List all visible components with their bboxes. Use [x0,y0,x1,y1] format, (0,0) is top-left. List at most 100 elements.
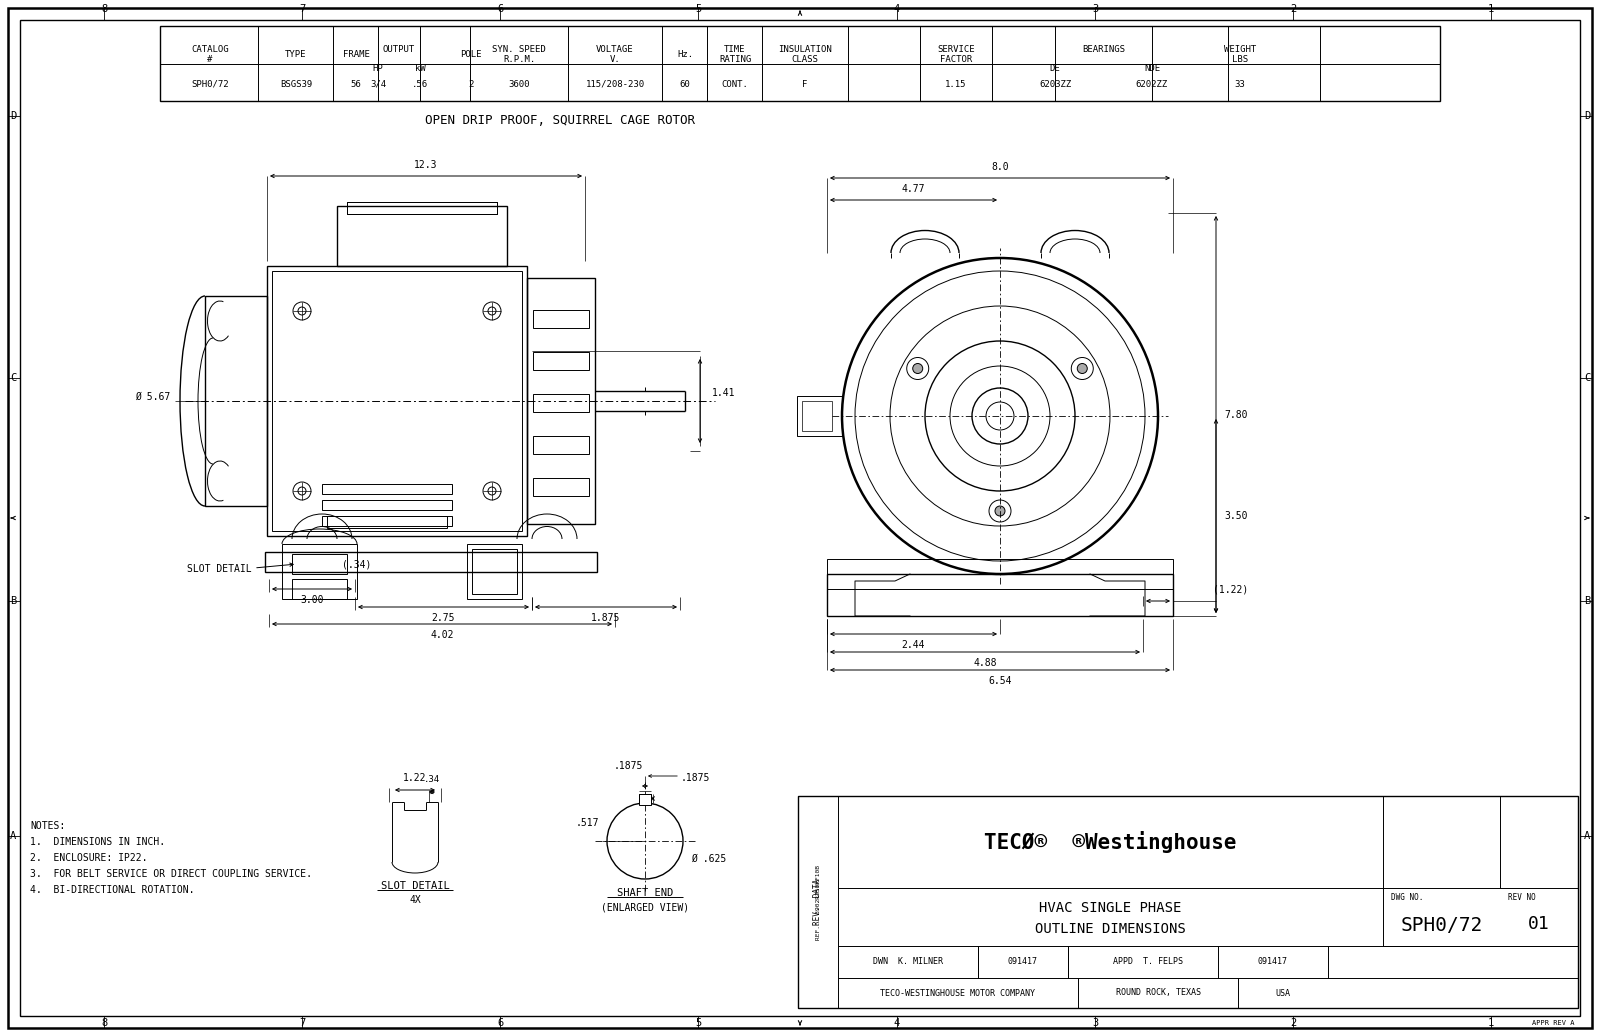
Text: NOTES:: NOTES: [30,821,66,831]
Text: D: D [10,111,16,121]
Text: Ø 5.67: Ø 5.67 [134,392,170,402]
Text: 12.3: 12.3 [414,160,438,170]
Text: 1.875: 1.875 [592,613,621,623]
Bar [205,296,267,506]
Text: 7: 7 [299,4,306,15]
Bar [472,549,517,594]
Text: POLE: POLE [461,50,482,58]
Bar [798,796,838,1008]
Text: 1.22: 1.22 [403,773,427,783]
Text: Ø .625: Ø .625 [691,854,726,864]
Text: F: F [802,80,808,88]
Text: 7.80: 7.80 [1224,409,1248,420]
Text: CATALOG: CATALOG [190,45,229,54]
Text: .34: .34 [424,776,440,784]
Text: TECØ®  ®Westinghouse: TECØ® ®Westinghouse [984,831,1237,853]
Text: 115/208-230: 115/208-230 [586,80,645,88]
Text: .56: .56 [411,80,429,88]
Text: 3: 3 [1091,1018,1098,1028]
Bar [272,271,522,531]
Bar [827,559,1173,589]
Text: C: C [1584,373,1590,383]
Text: 3/4: 3/4 [370,80,386,88]
Text: SPH0/72: SPH0/72 [1400,916,1483,936]
Text: A: A [1584,831,1590,841]
Text: D: D [1584,111,1590,121]
Text: TYPE: TYPE [285,50,307,58]
Text: OPEN DRIP PROOF, SQUIRREL CAGE ROTOR: OPEN DRIP PROOF, SQUIRREL CAGE ROTOR [426,114,694,126]
Text: DWN  K. MILNER: DWN K. MILNER [874,957,942,967]
Text: DE: DE [1050,63,1061,73]
Text: B: B [10,596,16,606]
Text: R.P.M.: R.P.M. [502,55,534,63]
Text: 2: 2 [1290,1018,1296,1028]
Text: 2: 2 [1290,4,1296,15]
Text: 01: 01 [1528,915,1550,933]
Text: kW: kW [414,63,426,73]
Text: .1875: .1875 [614,761,643,771]
Text: V.: V. [610,55,621,63]
Text: (.34): (.34) [342,559,371,569]
Text: SHAFT END: SHAFT END [618,888,674,898]
Text: APPR REV A: APPR REV A [1533,1020,1574,1026]
Text: 4: 4 [894,1018,901,1028]
Text: 3.  FOR BELT SERVICE OR DIRECT COUPLING SERVICE.: 3. FOR BELT SERVICE OR DIRECT COUPLING S… [30,869,312,879]
Text: REV NO: REV NO [1507,893,1536,902]
Bar [322,516,453,526]
Text: 7: 7 [299,1018,306,1028]
Text: SLOT DETAIL: SLOT DETAIL [187,564,253,574]
Text: 56: 56 [350,80,362,88]
Bar [266,552,597,572]
Text: HVAC SINGLE PHASE: HVAC SINGLE PHASE [1040,901,1182,915]
Bar [267,266,526,536]
Text: 1.15: 1.15 [946,80,966,88]
Text: 4X: 4X [410,895,421,905]
Text: .1875: .1875 [682,773,710,783]
Text: 5: 5 [694,4,701,15]
Text: 2: 2 [469,80,474,88]
Text: 4: 4 [894,4,901,15]
Bar [533,352,589,370]
Text: 8: 8 [101,1018,107,1028]
Bar [467,544,522,599]
Text: TIME: TIME [725,45,746,54]
Bar [293,554,347,574]
Bar [526,278,595,524]
Text: INSULATION: INSULATION [778,45,832,54]
Bar [533,310,589,328]
Text: 4.77: 4.77 [902,184,925,194]
Bar [282,544,357,599]
Text: LBS: LBS [1232,55,1248,63]
Bar [638,794,651,805]
Text: 6: 6 [498,1018,502,1028]
Text: 3600: 3600 [509,80,530,88]
Text: FRAME: FRAME [342,50,370,58]
Text: SLOT DETAIL: SLOT DETAIL [381,881,450,891]
Text: ROUND ROCK, TEXAS: ROUND ROCK, TEXAS [1115,988,1200,998]
Bar [347,202,498,214]
Text: CLASS: CLASS [792,55,819,63]
Text: 4.02: 4.02 [430,630,454,640]
Text: 1: 1 [1488,4,1494,15]
Bar [347,202,498,214]
Text: 3.00: 3.00 [301,595,323,605]
Text: 4.  BI-DIRECTIONAL ROTATION.: 4. BI-DIRECTIONAL ROTATION. [30,885,195,895]
Text: BEARINGS: BEARINGS [1083,45,1125,54]
Text: SERVICE: SERVICE [938,45,974,54]
Bar [533,436,589,454]
Bar [338,206,507,266]
Text: 60: 60 [680,80,690,88]
Text: (ENLARGED VIEW): (ENLARGED VIEW) [602,902,690,912]
Text: A: A [10,831,16,841]
Text: 1.41: 1.41 [712,388,736,398]
Text: 4.88: 4.88 [973,658,997,668]
Bar [827,574,1173,616]
Text: 1: 1 [1488,1018,1494,1028]
Text: .517: .517 [576,818,598,828]
Text: 1.  DIMENSIONS IN INCH.: 1. DIMENSIONS IN INCH. [30,837,165,847]
Text: 6.54: 6.54 [989,677,1011,686]
Text: 3: 3 [1091,4,1098,15]
Bar [533,478,589,496]
Text: Hz.: Hz. [677,50,693,58]
Text: APPD  T. FELPS: APPD T. FELPS [1114,957,1182,967]
